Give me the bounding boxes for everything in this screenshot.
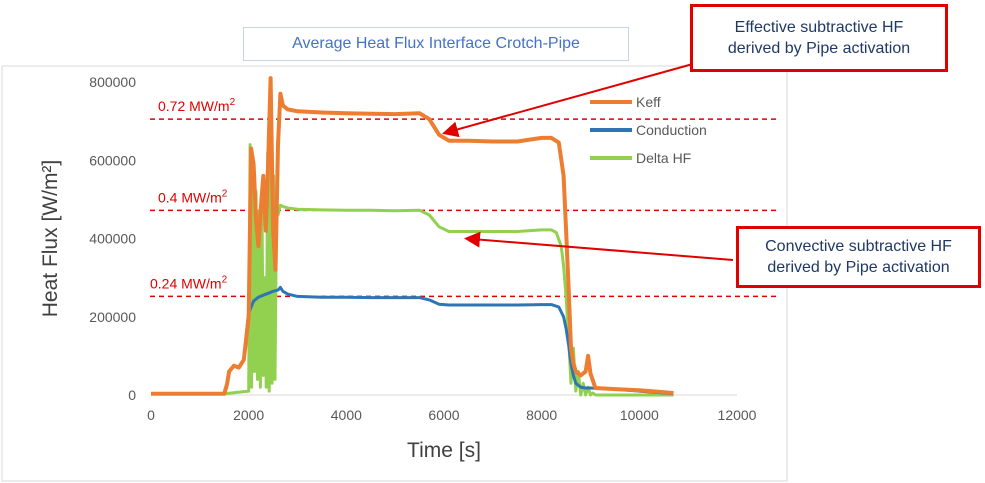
chart-frame [1, 65, 788, 482]
legend-label: Keff [636, 94, 661, 110]
x-axis-label: Time [s] [407, 439, 481, 462]
x-tick-label: 2000 [233, 407, 264, 423]
x-tick-label: 6000 [428, 407, 459, 423]
annotation-effective-line1: Effective subtractive HF [734, 19, 904, 36]
annotation-convective-line2: derived by Pipe activation [767, 259, 950, 276]
legend: Keff Conduction Delta HF [590, 94, 707, 166]
reference-line-label-sup: 2 [230, 97, 236, 108]
annotation-arrows [442, 61, 734, 261]
reference-line-label-sup: 2 [222, 274, 228, 285]
x-tick-label: 4000 [331, 407, 362, 423]
y-tick-label: 400000 [89, 231, 136, 247]
y-tick-label: 200000 [89, 309, 136, 325]
reference-line-label: 0.4 MW/m2 [158, 188, 228, 205]
legend-label: Delta HF [636, 150, 691, 166]
legend-label: Conduction [636, 122, 707, 138]
x-tick-label: 12000 [718, 407, 757, 423]
annotation-convective-line1: Convective subtractive HF [765, 238, 952, 255]
reference-lines: 0.72 MW/m2 0.4 MW/m2 0.24 MW/m2 [150, 97, 780, 298]
chart-title: Average Heat Flux Interface Crotch-Pipe [243, 27, 629, 61]
series-line-delta-hf [151, 143, 674, 397]
series-line-keff [151, 76, 674, 396]
y-tick-label: 600000 [89, 152, 136, 168]
reference-line-label: 0.24 MW/m2 [150, 274, 228, 291]
reference-line-label: 0.72 MW/m2 [158, 97, 236, 114]
annotation-effective-line2: derived by Pipe activation [727, 40, 911, 57]
y-axis-label: Heat Flux [W/m²] [39, 160, 62, 318]
y-tick-label: 0 [128, 387, 136, 403]
x-tick-label: 10000 [620, 407, 659, 423]
y-tick-label: 800000 [89, 74, 136, 90]
annotation-convective-hf: Convective subtractive HF derived by Pip… [736, 226, 981, 288]
x-tick-label: 0 [147, 407, 155, 423]
annotation-arrow [442, 61, 701, 138]
series-lines [151, 76, 674, 397]
annotation-arrow [463, 231, 734, 261]
annotation-effective-hf: Effective subtractive HF derived by Pipe… [690, 4, 948, 72]
x-tick-label: 8000 [526, 407, 557, 423]
reference-line-label-sup: 2 [222, 188, 228, 199]
